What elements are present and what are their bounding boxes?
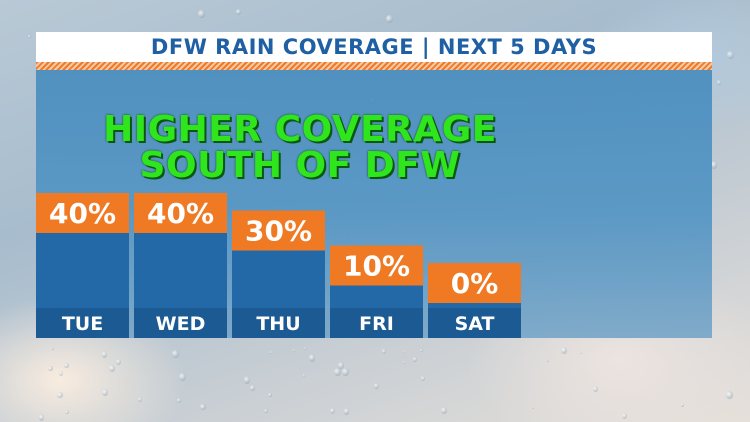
rain-drop [680, 403, 685, 408]
rain-drop [115, 359, 121, 366]
rain-drop [178, 373, 186, 382]
chart-title: DFW RAIN COVERAGE | NEXT 5 DAYS [150, 35, 598, 59]
rain-drop [264, 409, 268, 414]
rain-drop [560, 346, 567, 355]
rain-drop [198, 10, 205, 19]
rain-drop [236, 9, 241, 15]
rain-drop [402, 361, 405, 364]
rain-drop [726, 391, 733, 399]
rain-drop [374, 382, 380, 389]
rain-drop [268, 393, 272, 398]
bar-category-band [330, 308, 423, 338]
category-label: WED [156, 313, 206, 335]
rain-drop [292, 348, 296, 352]
bar-category-band [232, 308, 325, 338]
category-label: FRI [359, 313, 394, 335]
rain-drop [38, 414, 45, 422]
rain-drop [622, 413, 628, 420]
headline-line-2: SOUTH OF DFW [139, 145, 461, 186]
rain-drop [420, 376, 426, 382]
rain-drop [51, 347, 54, 350]
headline: HIGHER COVERAGE SOUTH OF DFW [70, 112, 530, 184]
bar-category-band [134, 308, 227, 338]
rain-drop [172, 350, 179, 359]
rain-drop [200, 403, 206, 411]
value-label: 0% [451, 267, 499, 300]
rain-drop [109, 364, 116, 373]
rain-drop [338, 361, 345, 369]
rain-drop [385, 14, 393, 23]
rain-drop [58, 370, 64, 377]
rain-drop [727, 50, 735, 59]
category-label: THU [256, 313, 300, 335]
rain-drop [102, 351, 108, 358]
category-label: SAT [455, 313, 495, 335]
category-label: TUE [62, 313, 103, 335]
value-label-box [134, 193, 227, 233]
rain-drop [579, 350, 583, 354]
rain-drop [102, 388, 109, 396]
rain-drop [710, 161, 718, 170]
rain-drop [531, 405, 535, 409]
value-label: 10% [343, 250, 410, 283]
rain-drop [592, 385, 598, 393]
bar-category-band [36, 308, 129, 338]
rain-drop [269, 351, 272, 354]
title-hatch-stripe [36, 62, 712, 70]
rain-drop [334, 368, 342, 377]
rain-drop [412, 356, 417, 362]
rain-drop [250, 384, 256, 391]
value-label-box [36, 193, 129, 233]
rain-drop [243, 375, 251, 384]
rain-drop [65, 409, 70, 415]
rain-drop [63, 362, 69, 369]
rain-drop [342, 368, 350, 377]
rain-drop [716, 79, 721, 85]
rain-drop [302, 374, 305, 377]
rain-drop [28, 34, 31, 38]
title-bar: DFW RAIN COVERAGE | NEXT 5 DAYS [36, 32, 712, 62]
rain-drop [303, 347, 307, 351]
rain-drop [402, 350, 405, 354]
value-label: 40% [147, 197, 214, 230]
rain-drop [441, 407, 447, 414]
rain-drop [343, 408, 350, 415]
rain-drop [48, 365, 53, 372]
value-label-box [232, 210, 325, 251]
rain-drop [177, 398, 182, 404]
rain-drop [420, 348, 424, 352]
rain-drop [329, 408, 335, 415]
value-label: 30% [245, 215, 312, 248]
bar-category-band [428, 308, 521, 338]
headline-line-1: HIGHER COVERAGE [103, 109, 497, 150]
rain-drop [382, 349, 387, 355]
rain-drop [137, 396, 142, 402]
value-label-box [428, 263, 521, 303]
value-label: 40% [49, 197, 116, 230]
rain-drop [546, 359, 549, 363]
rain-drop [309, 354, 316, 362]
rain-drop [57, 392, 63, 399]
value-label-box [330, 245, 423, 286]
